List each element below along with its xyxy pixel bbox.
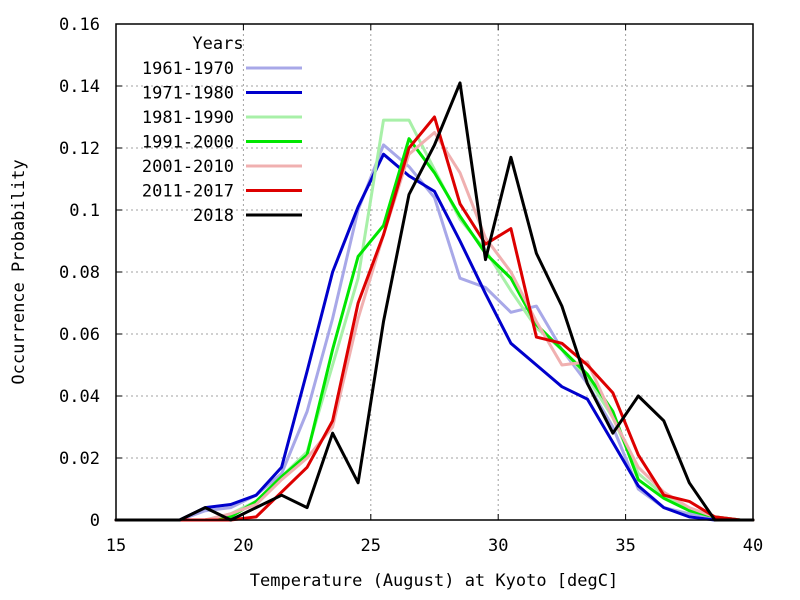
y-tick-label: 0.14 [59, 77, 100, 97]
legend-label-1961-1970: 1961-1970 [142, 59, 234, 79]
x-tick-label: 25 [361, 536, 381, 556]
y-tick-label: 0 [90, 511, 100, 531]
y-axis-label: Occurrence Probability [9, 159, 29, 384]
legend-label-2011-2017: 2011-2017 [142, 182, 234, 202]
x-tick-label: 20 [233, 536, 253, 556]
y-tick-label: 0.02 [59, 449, 100, 469]
x-axis-label: Temperature (August) at Kyoto [degC] [250, 571, 618, 591]
legend-label-1971-1980: 1971-1980 [142, 84, 234, 104]
y-axis-tick-labels: 0 0.02 0.04 0.06 0.08 0.1 0.12 0.14 0.16 [59, 15, 100, 531]
y-tick-label: 0.08 [59, 263, 100, 283]
x-tick-label: 15 [106, 536, 126, 556]
y-tick-label: 0.12 [59, 139, 100, 159]
x-tick-label: 35 [615, 536, 635, 556]
series-line-2018 [114, 81, 755, 522]
y-tick-label: 0.16 [59, 15, 100, 35]
y-tick-label: 0.1 [69, 201, 100, 221]
x-tick-label: 40 [743, 536, 763, 556]
legend: Years 1961-1970 1971-1980 1981-1990 1991-20… [142, 34, 302, 226]
y-tick-label: 0.04 [59, 387, 100, 407]
series-line-2011-2017 [114, 115, 755, 522]
legend-label-2001-2010: 2001-2010 [142, 157, 234, 177]
legend-entries: 1961-1970 1971-1980 1981-1990 1991-2000 2001… [142, 59, 302, 226]
series-line-1971-1980 [114, 152, 755, 522]
legend-label-2018: 2018 [193, 206, 234, 226]
legend-label-1991-2000: 1991-2000 [142, 133, 234, 153]
x-tick-label: 30 [488, 536, 508, 556]
y-tick-label: 0.06 [59, 325, 100, 345]
x-axis-tick-labels: 15 20 25 30 35 40 [106, 536, 763, 556]
legend-title: Years [192, 34, 243, 54]
series-line-1981-1990 [114, 118, 755, 522]
legend-label-1981-1990: 1981-1990 [142, 108, 234, 128]
grid [116, 24, 753, 520]
axis-ticks [115, 23, 754, 521]
